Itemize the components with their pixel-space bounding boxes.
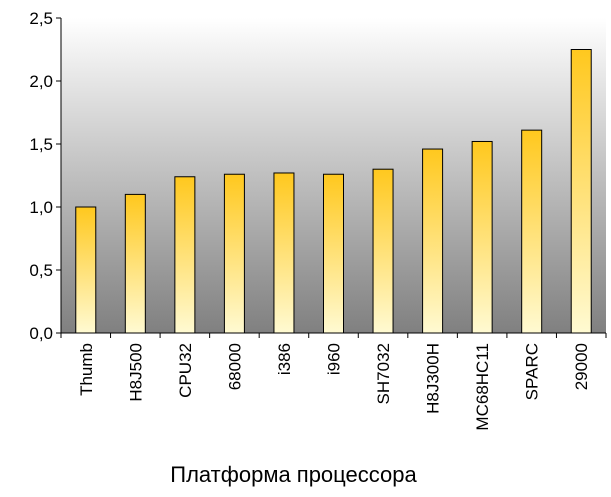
x-tick-label: Thumb bbox=[77, 343, 96, 396]
bar-29000 bbox=[570, 49, 592, 334]
x-tick-label: SH7032 bbox=[374, 343, 393, 404]
bar-68000 bbox=[223, 173, 245, 334]
x-axis-label: Платформа процессора bbox=[170, 462, 417, 487]
y-tick-label: 1,0 bbox=[29, 198, 53, 217]
x-tick-label: SPARC bbox=[523, 343, 542, 400]
bar-h8j500 bbox=[124, 193, 146, 334]
y-tick-label: 2,0 bbox=[29, 72, 53, 91]
bar-sparc bbox=[521, 129, 543, 334]
y-tick-label: 2,5 bbox=[29, 9, 53, 28]
x-tick-label: H8J500 bbox=[126, 343, 145, 402]
bar-sh7032 bbox=[372, 168, 394, 334]
x-tick-label: 29000 bbox=[572, 343, 591, 390]
x-tick-label: i386 bbox=[275, 343, 294, 375]
bar-i386 bbox=[273, 172, 295, 334]
x-tick-label: MC68HC11 bbox=[473, 343, 492, 431]
y-tick-label: 1,5 bbox=[29, 135, 53, 154]
bar-cpu32 bbox=[174, 176, 196, 334]
x-tick-label: H8J300H bbox=[424, 343, 443, 414]
bar-mc68hc11 bbox=[471, 140, 493, 334]
bar-thumb bbox=[75, 206, 97, 334]
x-tick-label: 68000 bbox=[225, 343, 244, 390]
bar-h8j300h bbox=[422, 148, 444, 334]
bar-i960 bbox=[323, 173, 344, 334]
x-tick-label: CPU32 bbox=[176, 343, 195, 398]
y-tick-label: 0,5 bbox=[29, 261, 53, 280]
y-tick-label: 0,0 bbox=[29, 324, 53, 343]
x-tick-label: i960 bbox=[325, 343, 344, 375]
